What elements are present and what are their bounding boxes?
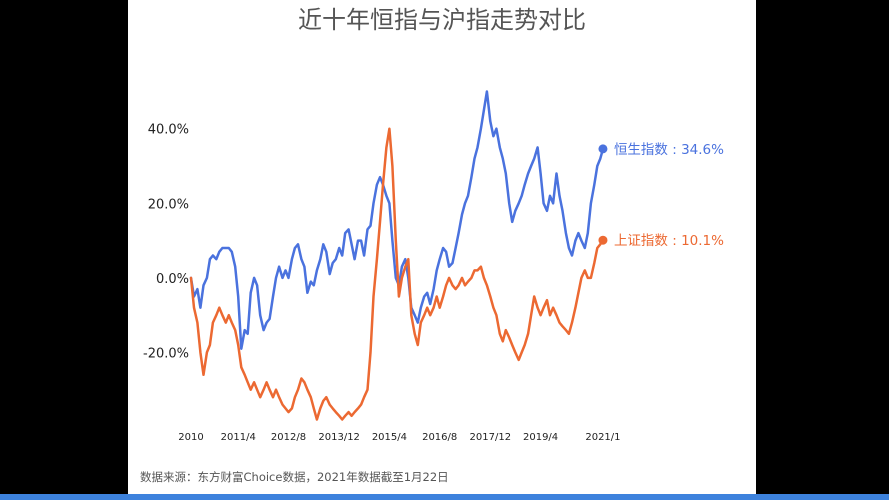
x-tick-label: 2010 (178, 432, 203, 443)
x-tick-label: 2016/8 (422, 432, 457, 443)
x-tick-label: 2021/1 (585, 432, 620, 443)
bottom-accent-bar (0, 494, 889, 500)
series-end-label-shanghai: 上证指数 : 10.1% (614, 233, 724, 249)
y-tick-label: 40.0% (148, 123, 189, 138)
series-layer: 恒生指数 : 34.6% 上证指数 : 10.1% (189, 90, 724, 421)
series-line-hsi (189, 90, 605, 350)
x-axis-ticks: 2010 2011/4 2012/8 2013/12 2015/4 2016/8 2017/… (178, 432, 620, 443)
y-tick-label: 20.0% (148, 197, 189, 212)
chart-title: 近十年恒指与沪指走势对比 (298, 6, 586, 34)
x-tick-label: 2011/4 (221, 432, 256, 443)
y-tick-label: 0.0% (156, 272, 189, 287)
y-axis-ticks: 40.0% 20.0% 0.0% -20.0% (143, 123, 189, 362)
series-end-label-hsi: 恒生指数 : 34.6% (614, 142, 724, 158)
x-tick-label: 2019/4 (523, 432, 558, 443)
source-note: 数据来源：东方财富Choice数据，2021年数据截至1月22日 (140, 470, 449, 484)
x-tick-label: 2012/8 (271, 432, 306, 443)
series-end-point-hsi (598, 144, 608, 154)
x-tick-label: 2017/12 (470, 432, 512, 443)
x-tick-label: 2013/12 (318, 432, 360, 443)
y-tick-label: -20.0% (143, 346, 189, 361)
x-tick-label: 2015/4 (372, 432, 407, 443)
series-end-point-shanghai (598, 235, 608, 245)
series-line-shanghai (189, 127, 605, 421)
chart-panel (128, 0, 756, 494)
